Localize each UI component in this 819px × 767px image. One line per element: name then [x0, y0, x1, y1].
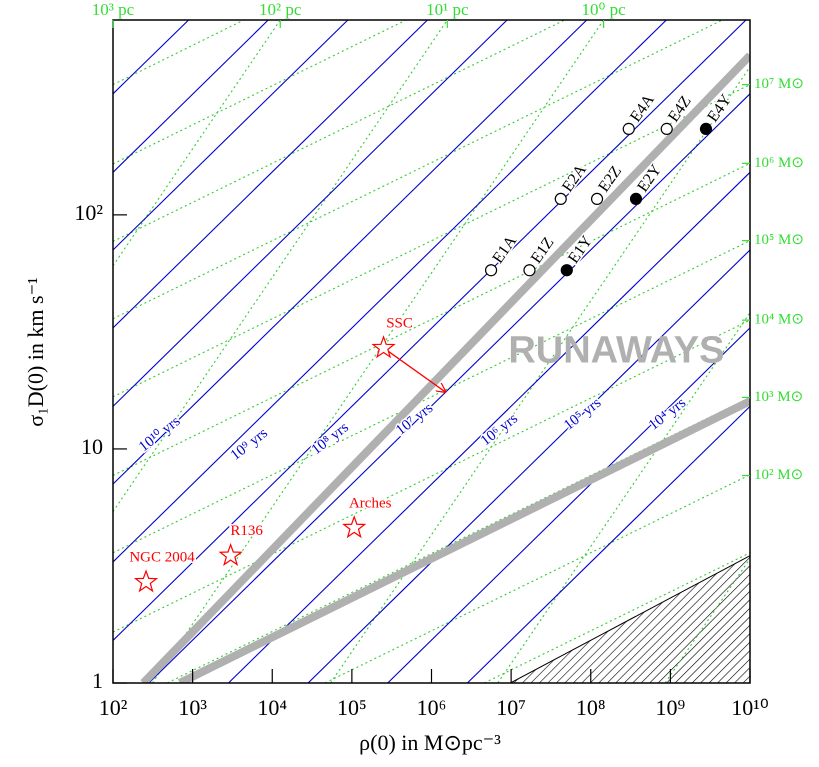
right-tick-label: 10² M⊙: [754, 467, 803, 483]
mass-line: [113, 20, 407, 165]
thick-line: [178, 397, 750, 683]
cluster-star: [342, 515, 367, 539]
mass-line: [113, 20, 723, 320]
relaxation-line: [466, 405, 750, 683]
relaxation-line: [113, 20, 349, 251]
relaxation-label: 10⁴ yrs: [646, 395, 689, 434]
right-tick-label: 10³ M⊙: [754, 389, 803, 405]
relaxation-line: [387, 327, 750, 683]
mass-line: [113, 84, 750, 398]
mass-line: [113, 162, 750, 476]
x-tick-label: 10³: [178, 695, 207, 720]
mass-line: [113, 319, 750, 633]
x-tick-label: 10⁵: [337, 695, 367, 720]
radius-line: [330, 66, 750, 683]
mass-line: [113, 20, 565, 242]
y-tick-label: 10²: [74, 200, 103, 225]
relaxation-line: [113, 20, 508, 407]
thick-line: [140, 52, 750, 683]
x-tick-label: 10⁷: [496, 695, 526, 720]
cluster-star: [218, 542, 243, 566]
cluster-label: Arches: [349, 495, 392, 511]
cluster-star: [133, 569, 159, 593]
cluster-label: NGC 2004: [129, 549, 195, 565]
relaxation-line: [113, 20, 588, 485]
mass-line: [113, 240, 750, 554]
model-point: [629, 192, 643, 206]
right-tick-label: 10⁵ M⊙: [754, 232, 804, 248]
right-tick-label: 10⁶ M⊙: [754, 155, 804, 171]
model-point: [484, 264, 498, 277]
model-label: E2A: [559, 161, 590, 195]
cluster-star: [371, 335, 396, 359]
mass-line: [484, 552, 750, 683]
right-tick-label: 10⁷ M⊙: [754, 76, 804, 92]
top-tick-label: 10¹ pc: [426, 0, 469, 19]
relaxation-line: [113, 20, 189, 95]
x-tick-label: 10⁴: [257, 695, 287, 720]
relaxation-label: 10⁵ yrs: [561, 395, 604, 434]
ssc-arrow: [383, 347, 446, 392]
model-point: [699, 122, 713, 135]
y-tick-label: 10: [81, 434, 103, 459]
excluded-region: [510, 555, 750, 683]
relaxation-line: [113, 20, 747, 641]
model-point: [660, 122, 673, 135]
model-point: [590, 192, 604, 206]
plot-area: [113, 20, 750, 683]
relaxation-line: [113, 20, 428, 329]
model-label: E4A: [627, 91, 658, 125]
relaxation-line: [148, 93, 750, 683]
relaxation-line: [113, 20, 269, 173]
model-label: E1A: [489, 232, 520, 266]
relaxation-label: 10⁸ yrs: [309, 419, 352, 458]
radius-line: [664, 558, 750, 683]
model-point: [554, 192, 567, 206]
radius-line: [152, 20, 605, 683]
relaxation-line: [113, 20, 667, 563]
top-tick-label: 10³ pc: [92, 0, 135, 19]
relaxation-line: [307, 249, 750, 683]
model-point: [523, 264, 536, 277]
relaxation-label: 10¹⁰ yrs: [136, 413, 183, 455]
relaxation-line: [228, 171, 750, 683]
y-axis-label: σ₁D(0) in km s⁻¹: [23, 277, 48, 427]
top-tick-label: 10⁰ pc: [582, 0, 627, 19]
model-point: [622, 122, 635, 135]
radius-line: [113, 20, 281, 267]
runaways-label: RUNAWAYS: [508, 330, 724, 372]
cluster-label: SSC: [386, 315, 413, 331]
mass-line: [113, 20, 245, 86]
x-tick-label: 10⁶: [417, 695, 447, 720]
radius-line: [113, 20, 448, 512]
model-point: [560, 264, 573, 277]
top-tick-label: 10² pc: [259, 0, 302, 19]
x-tick-label: 10⁸: [576, 695, 606, 720]
relaxation-label: 10⁶ yrs: [478, 411, 521, 450]
x-tick-label: 10¹⁰: [731, 695, 769, 720]
x-axis-label: ρ(0) in M⊙pc⁻³: [359, 730, 501, 755]
y-tick-label: 1: [92, 668, 103, 693]
x-tick-label: 10²: [99, 695, 128, 720]
x-tick-label: 10⁹: [656, 695, 686, 720]
relaxation-label: 10⁹ yrs: [228, 425, 271, 464]
right-tick-label: 10⁴ M⊙: [754, 312, 804, 328]
cluster-label: R136: [230, 523, 263, 539]
mass-line: [324, 474, 750, 683]
